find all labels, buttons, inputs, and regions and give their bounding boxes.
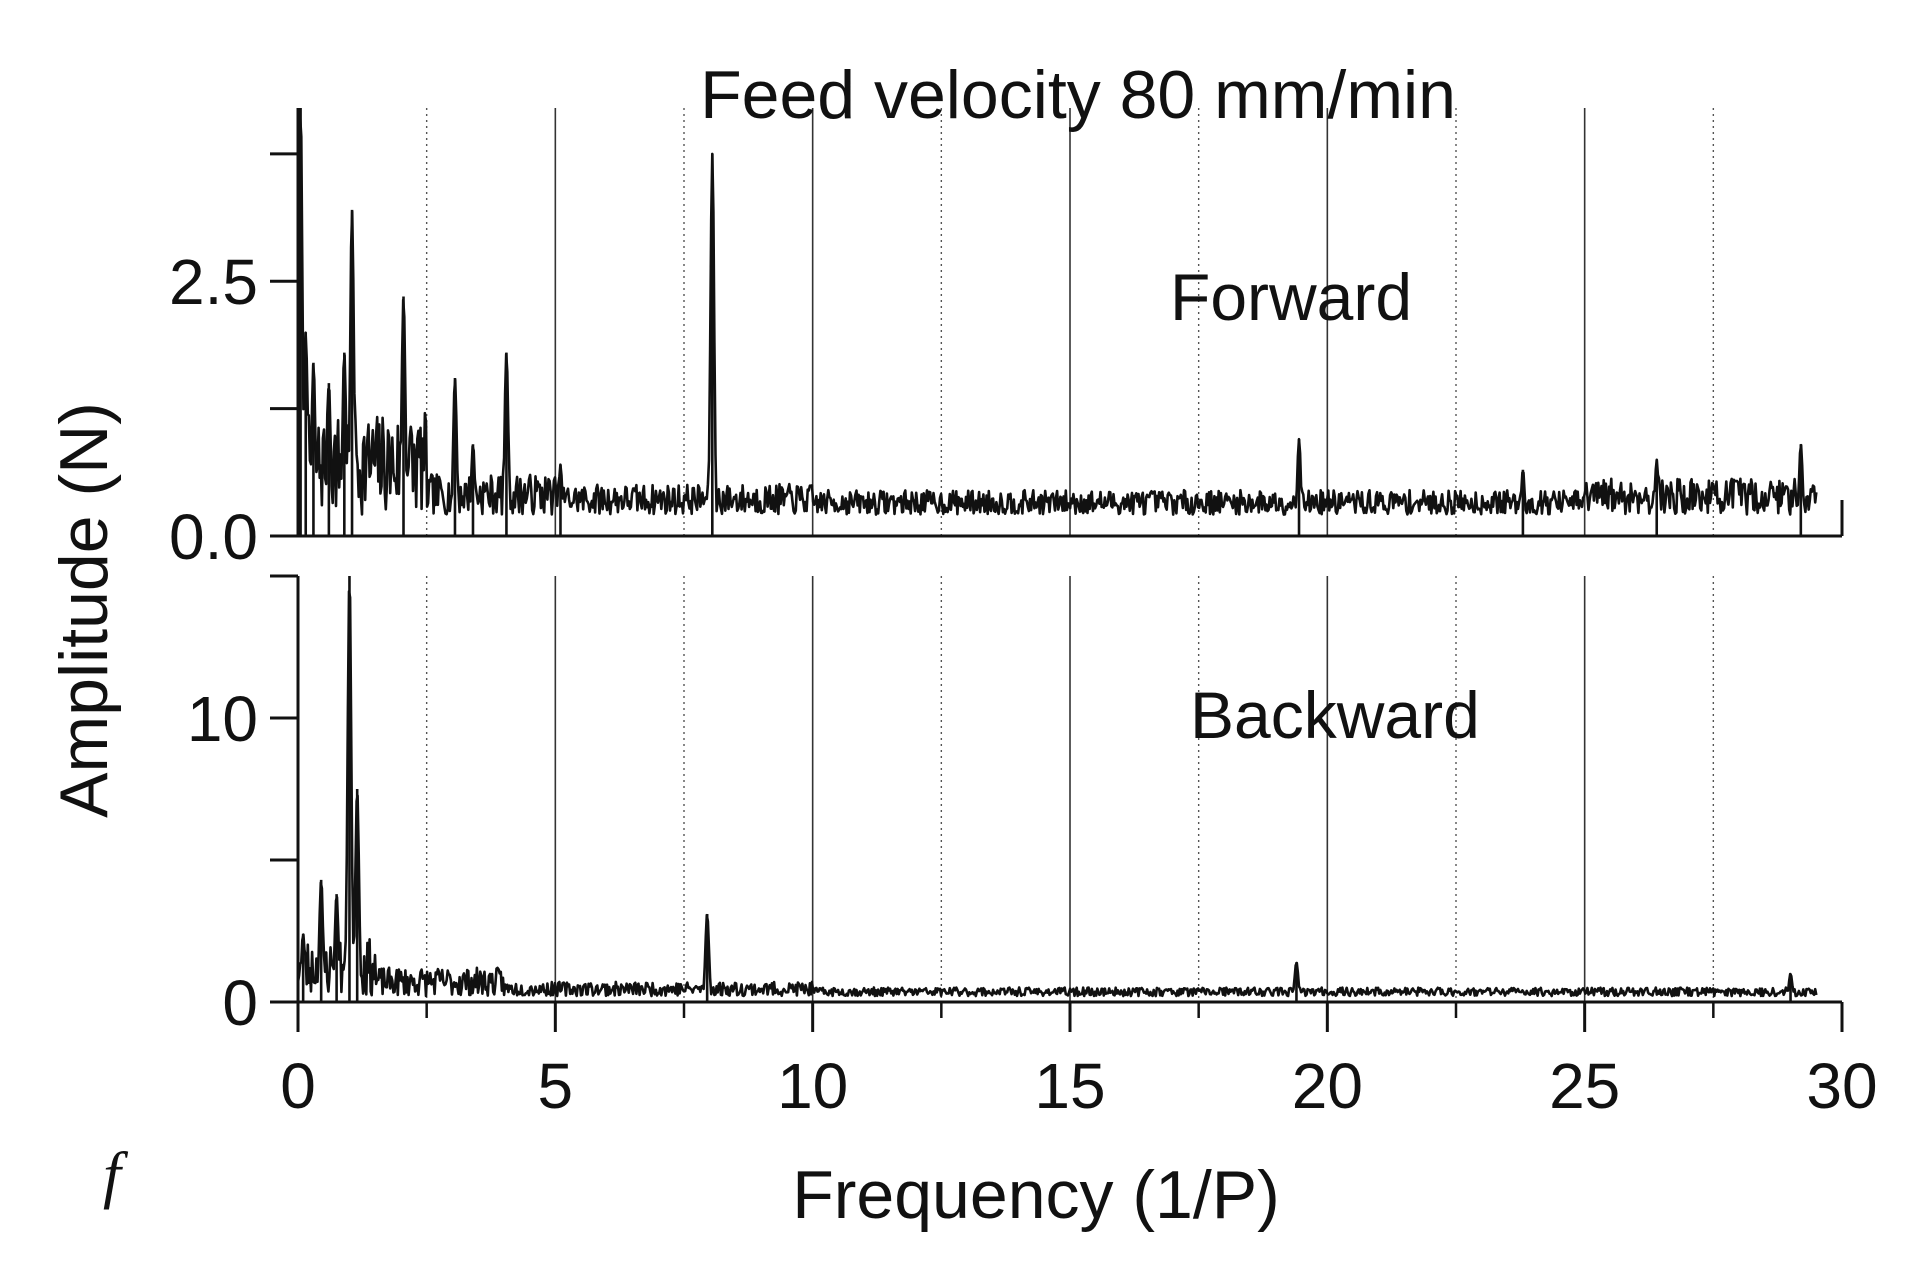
bottom-panel: 0 10 0 5 10 15 20 25 30 Backward bbox=[187, 574, 1878, 1122]
x-tick-label: 0 bbox=[280, 1050, 316, 1122]
y-axis-label: Amplitude (N) bbox=[46, 402, 122, 818]
top-panel: 0.0 2.5 Feed velocity 80 mm/min Forward bbox=[169, 57, 1844, 573]
forward-panel-label: Forward bbox=[1170, 260, 1412, 334]
y-tick-label: 0.0 bbox=[169, 501, 258, 573]
backward-spectrum-series bbox=[296, 576, 1818, 1002]
x-tick-label: 25 bbox=[1549, 1050, 1620, 1122]
x-tick-label: 5 bbox=[538, 1050, 574, 1122]
bottom-axes: 0 10 0 5 10 15 20 25 30 bbox=[187, 574, 1878, 1122]
bottom-grid bbox=[425, 576, 1715, 1002]
forward-spectrum-series bbox=[296, 108, 1818, 536]
backward-panel-label: Backward bbox=[1190, 678, 1480, 752]
y-tick-label: 0 bbox=[222, 967, 258, 1039]
x-tick-label: 10 bbox=[777, 1050, 848, 1122]
y-tick-label: 10 bbox=[187, 683, 258, 755]
f-label: f bbox=[103, 1139, 129, 1210]
x-tick-label: 15 bbox=[1034, 1050, 1105, 1122]
top-axes: 0.0 2.5 bbox=[169, 108, 1844, 573]
top-grid bbox=[425, 108, 1715, 536]
chart-title: Feed velocity 80 mm/min bbox=[700, 57, 1456, 133]
x-tick-label: 20 bbox=[1292, 1050, 1363, 1122]
x-axis-label: Frequency (1/P) bbox=[792, 1157, 1280, 1233]
x-tick-label: 30 bbox=[1806, 1050, 1877, 1122]
y-tick-label: 2.5 bbox=[169, 246, 258, 318]
spectrum-line-backward bbox=[296, 590, 1818, 998]
spectrum-line-forward bbox=[296, 117, 1818, 516]
